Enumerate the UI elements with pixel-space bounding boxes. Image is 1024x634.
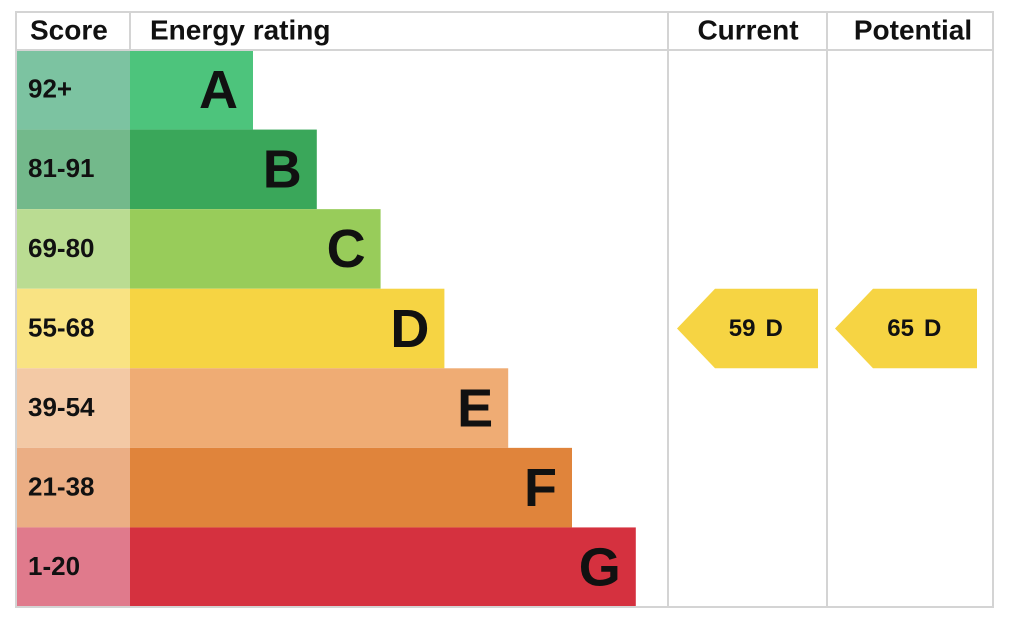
rating-letter: G — [579, 537, 621, 597]
current-score: 59 — [729, 315, 756, 342]
rating-bar — [130, 50, 253, 130]
rating-letter: E — [457, 378, 493, 438]
rating-letter: B — [263, 140, 302, 200]
rating-bar — [130, 209, 381, 289]
score-cell — [16, 368, 130, 448]
rating-bar — [130, 129, 317, 210]
score-cell — [16, 129, 130, 210]
current-arrow — [677, 288, 818, 369]
table-border — [15, 11, 994, 608]
potential-arrow — [835, 288, 977, 369]
header-score: Score — [30, 14, 108, 45]
rating-bar — [130, 527, 636, 607]
score-cell — [16, 447, 130, 528]
potential-letter: D — [924, 315, 941, 342]
rating-bar — [130, 288, 445, 369]
rating-bar — [130, 368, 509, 448]
rating-letter: C — [327, 219, 366, 279]
rating-bar — [130, 447, 572, 528]
score-cell — [16, 209, 130, 289]
rating-letter: F — [524, 458, 557, 518]
score-label: 21-38 — [28, 472, 95, 502]
potential-score: 65 — [887, 315, 914, 342]
score-cell — [16, 50, 130, 130]
header-potential: Potential — [854, 14, 972, 45]
current-letter: D — [766, 315, 783, 342]
rating-letter: D — [390, 299, 429, 359]
score-label: 81-91 — [28, 153, 95, 183]
score-label: 69-80 — [28, 233, 95, 263]
score-cell — [16, 288, 130, 369]
score-label: 92+ — [28, 74, 72, 104]
score-label: 55-68 — [28, 312, 95, 342]
header-rating: Energy rating — [150, 14, 330, 45]
header-current: Current — [697, 14, 798, 45]
score-label: 1-20 — [28, 551, 80, 581]
rating-letter: A — [199, 60, 238, 120]
score-label: 39-54 — [28, 392, 95, 422]
score-cell — [16, 527, 130, 607]
